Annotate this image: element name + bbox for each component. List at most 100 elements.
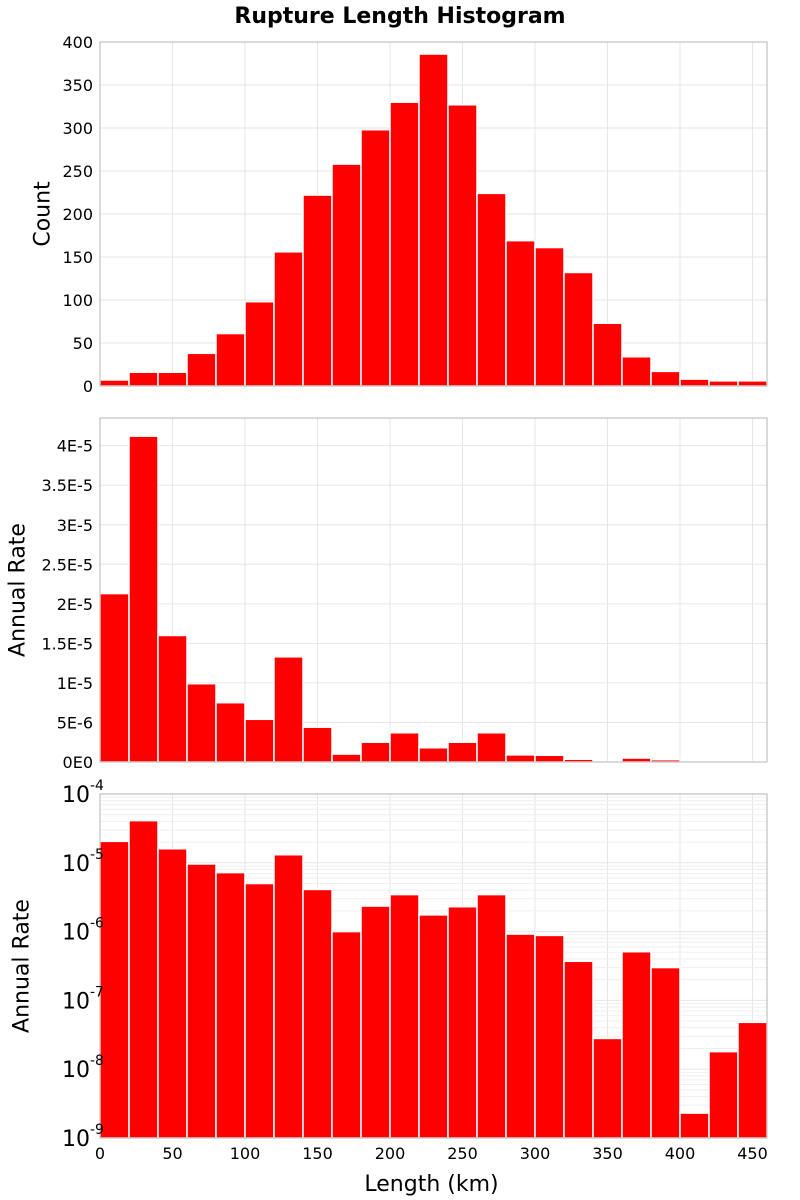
bar [99, 592, 130, 763]
y-tick-label: 3E-5 [57, 516, 93, 535]
y-tick-label: 400 [62, 33, 93, 52]
y-tick-label: 200 [62, 205, 93, 224]
y-tick-label: 4E-5 [57, 437, 93, 456]
y-tick-label: 3.5E-5 [41, 476, 93, 495]
x-tick-label: 50 [162, 1144, 182, 1163]
bar [476, 893, 507, 1139]
bar [302, 888, 333, 1139]
bar [99, 379, 130, 387]
bar [505, 933, 536, 1139]
bar [99, 840, 130, 1139]
bar [360, 905, 391, 1139]
bar [650, 966, 681, 1139]
bar [331, 753, 362, 763]
bar [157, 371, 188, 387]
y-tick-label: 10-8 [62, 1053, 104, 1083]
bar [360, 128, 391, 387]
x-tick-label: 0 [95, 1144, 105, 1163]
x-tick-label: 450 [737, 1144, 768, 1163]
bar [447, 905, 478, 1139]
bar [708, 1050, 739, 1139]
bar [389, 893, 420, 1139]
bar [128, 435, 159, 763]
bar [737, 380, 768, 387]
bars [99, 53, 768, 387]
bars [99, 819, 768, 1139]
y-axis-label: Annual Rate [10, 899, 35, 1033]
bar [389, 731, 420, 763]
bar [331, 930, 362, 1139]
bar [563, 960, 594, 1139]
bar [621, 950, 652, 1139]
bar [215, 871, 246, 1139]
bars [99, 435, 768, 763]
bar [505, 754, 536, 763]
x-tick-labels: 0 50 100 150 200 250 300 350 400 450 [95, 1144, 768, 1163]
y-tick-label: 100 [62, 291, 93, 310]
bar [679, 378, 710, 387]
y-tick-label: 150 [62, 248, 93, 267]
bar [679, 1112, 710, 1139]
bar [592, 322, 623, 387]
bar [128, 371, 159, 387]
y-tick-label: 50 [73, 334, 93, 353]
y-tick-label: 0 [83, 377, 93, 396]
bar [418, 747, 449, 763]
x-tick-label: 250 [447, 1144, 478, 1163]
bar [418, 53, 449, 387]
x-tick-label: 100 [230, 1144, 261, 1163]
y-tick-labels: 0E0 5E-6 1E-5 1.5E-5 2E-5 2.5E-5 3E-5 3.5E-5 4E-… [41, 437, 93, 772]
bar [592, 1037, 623, 1139]
bar [708, 380, 739, 387]
y-tick-label: 250 [62, 162, 93, 181]
bar [302, 726, 333, 763]
y-tick-labels: 10-9 10-8 10-7 10-6 10-5 10-4 [62, 778, 104, 1152]
plot-frame [99, 793, 768, 1139]
bar [186, 352, 217, 387]
x-tick-label: 400 [665, 1144, 696, 1163]
bar [360, 741, 391, 763]
panel-rate-log: 10-9 10-8 10-7 10-6 10-5 10-4 Annual Rate 0 50 10… [10, 778, 768, 1197]
bar [418, 914, 449, 1139]
y-tick-label: 1.5E-5 [41, 634, 93, 653]
y-tick-label: 10-5 [62, 847, 104, 877]
y-axis-label: Count [31, 181, 56, 247]
y-tick-label: 10-4 [62, 778, 104, 808]
bar [215, 332, 246, 387]
bar [273, 656, 304, 763]
bar [476, 192, 507, 387]
y-axis-label: Annual Rate [6, 523, 31, 657]
y-tick-label: 350 [62, 76, 93, 95]
bar [621, 356, 652, 387]
panel-count: 0 50 100 150 200 250 300 350 400 Count [31, 33, 768, 396]
bar [447, 104, 478, 387]
bar [244, 300, 275, 387]
bar [302, 194, 333, 387]
bar [273, 251, 304, 387]
bar [186, 682, 217, 763]
bar [215, 701, 246, 763]
x-tick-label: 200 [375, 1144, 406, 1163]
bar [476, 731, 507, 763]
y-tick-label: 2.5E-5 [41, 555, 93, 574]
bar [273, 853, 304, 1139]
y-tick-label: 0E0 [63, 753, 93, 772]
bar [331, 163, 362, 387]
y-tick-label: 2E-5 [57, 595, 93, 614]
y-tick-label: 5E-6 [57, 713, 93, 732]
y-tick-label: 10-6 [62, 916, 104, 946]
y-tick-label: 10-7 [62, 984, 104, 1014]
bar [534, 246, 565, 387]
panel-rate-linear: 0E0 5E-6 1E-5 1.5E-5 2E-5 2.5E-5 3E-5 3.5E-5 4E-… [6, 417, 768, 772]
y-tick-labels: 0 50 100 150 200 250 300 350 400 [62, 33, 93, 396]
bar [157, 848, 188, 1139]
x-tick-label: 350 [592, 1144, 623, 1163]
y-tick-label: 1E-5 [57, 674, 93, 693]
bar [128, 819, 159, 1139]
bar [505, 239, 536, 387]
x-tick-label: 300 [520, 1144, 551, 1163]
bar [534, 934, 565, 1139]
bar [244, 718, 275, 763]
